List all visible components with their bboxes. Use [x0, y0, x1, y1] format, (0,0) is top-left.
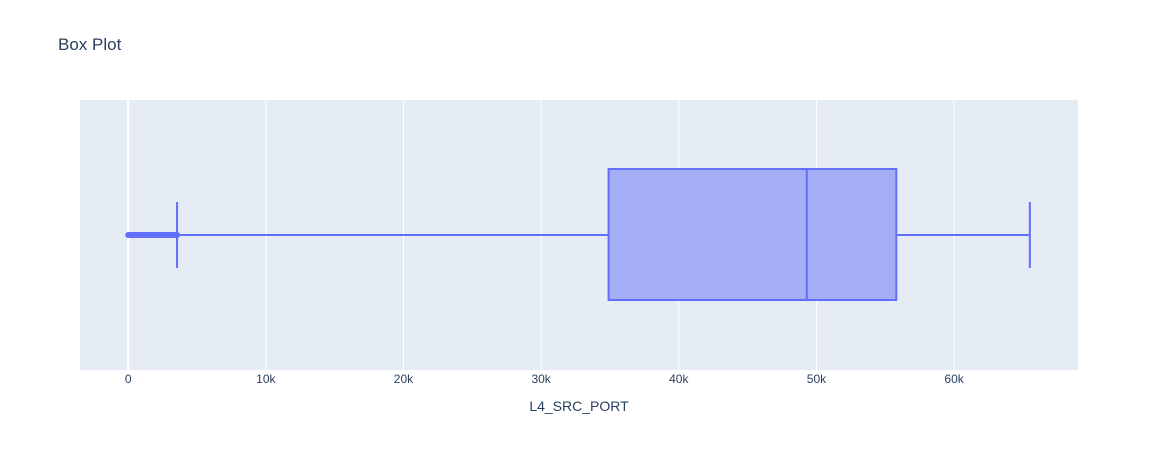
chart-title: Box Plot — [58, 35, 122, 54]
x-tick-label: 10k — [256, 372, 276, 386]
iqr-box — [607, 168, 898, 301]
x-axis-title: L4_SRC_PORT — [529, 398, 629, 414]
x-tick-label: 40k — [669, 372, 689, 386]
x-tick-label: 30k — [531, 372, 551, 386]
x-tick-label: 50k — [807, 372, 827, 386]
x-axis-ticks: 0 10k 20k 30k 40k 50k 60k — [125, 372, 965, 386]
x-tick-label: 0 — [125, 372, 132, 386]
x-tick-label: 60k — [944, 372, 964, 386]
x-tick-label: 20k — [394, 372, 414, 386]
box-layer — [125, 168, 1031, 301]
